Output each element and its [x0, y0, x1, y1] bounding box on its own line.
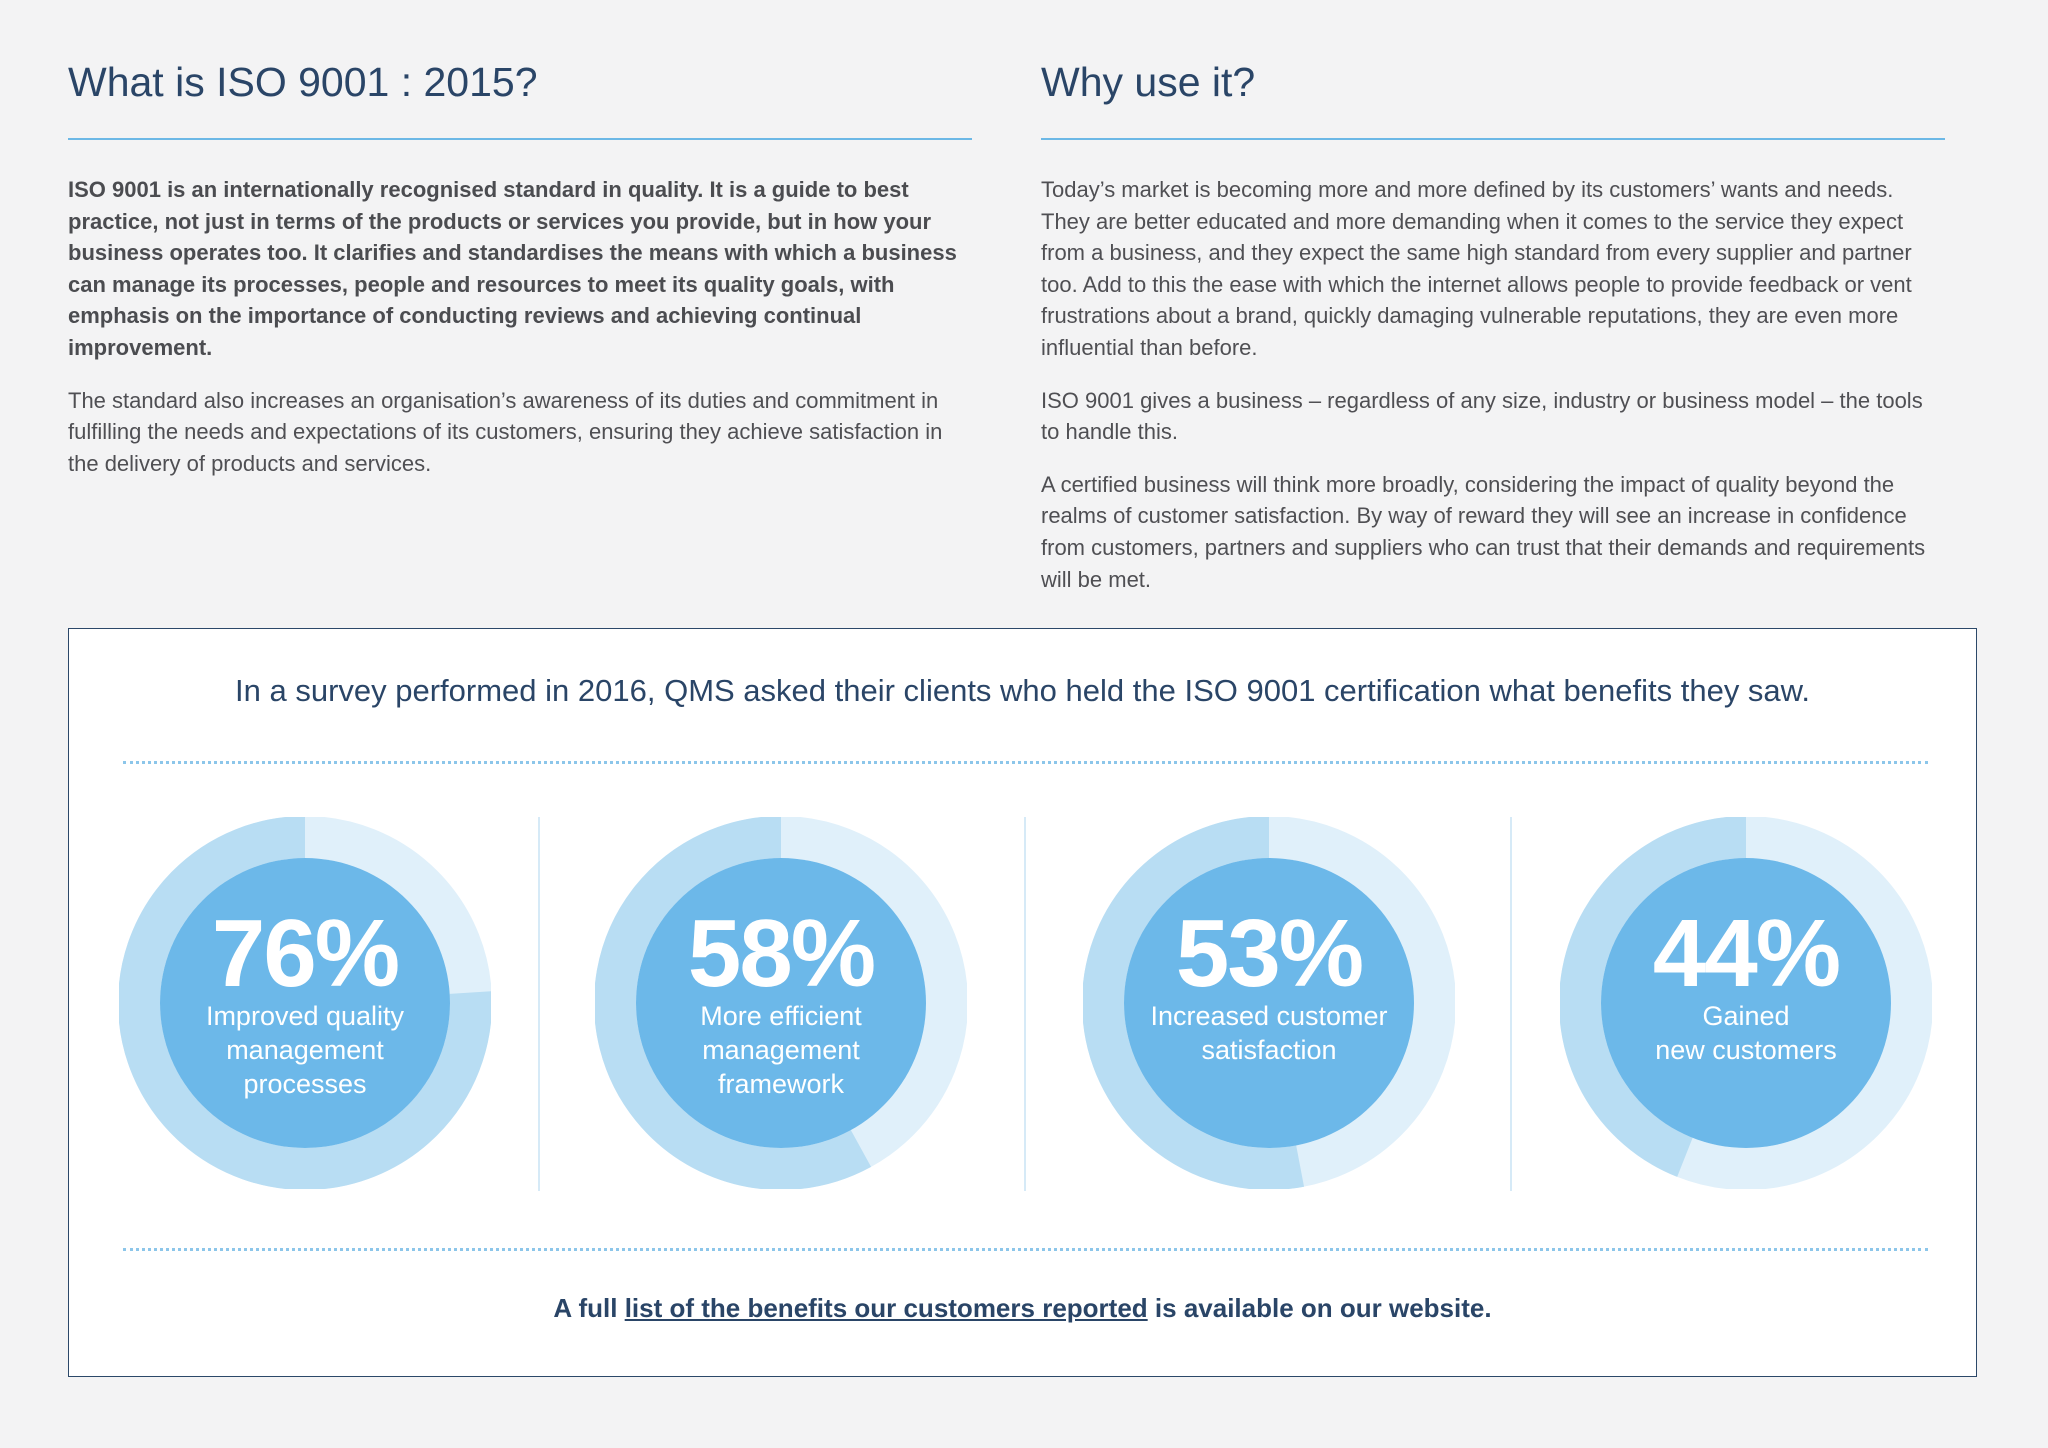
tools-paragraph: ISO 9001 gives a business – regardless o… — [1041, 387, 1923, 445]
why-use-it-heading: Why use it? — [1041, 59, 1256, 105]
donut-center — [636, 858, 926, 1148]
iso-intro-paragraph: ISO 9001 is an internationally recognise… — [68, 177, 957, 360]
stat-percent: 76% — [211, 900, 400, 1007]
stat-label: More efficient management framework — [700, 1001, 862, 1099]
what-is-iso-section: What is ISO 9001 : 2015? ISO 9001 is an … — [68, 0, 972, 479]
stat-percent: 53% — [1175, 900, 1364, 1007]
donut-chart — [595, 817, 967, 1189]
stat-label: Increased customer satisfaction — [1150, 1001, 1388, 1065]
footnote-suffix: is available on our website. — [1154, 1293, 1492, 1323]
donut-chart — [1083, 817, 1455, 1189]
stat-donut-improved-quality: 76% Improved quality management processe… — [119, 817, 491, 1189]
iso-standard-paragraph: The standard also increases an organisat… — [68, 387, 943, 476]
what-is-iso-heading: What is ISO 9001 : 2015? — [68, 59, 538, 105]
donut-center — [160, 858, 450, 1148]
donut-filled-arc — [119, 817, 491, 1189]
stat-donut-efficient-framework: 58% More efficient management framework — [595, 817, 967, 1189]
stat-percent: 44% — [1652, 900, 1841, 1007]
survey-panel: In a survey performed in 2016, QMS asked… — [68, 628, 1977, 1377]
market-paragraph: Today’s market is becoming more and more… — [1041, 177, 1912, 360]
why-use-it-section: Why use it? Today’s market is becoming m… — [1041, 0, 1945, 595]
stat-label: Improved quality management processes — [205, 1001, 405, 1099]
column-separator — [538, 817, 540, 1191]
donut-filled-arc — [595, 817, 872, 1189]
survey-footnote: A full list of the benefits our customer… — [69, 1291, 1976, 1325]
donut-center — [1124, 858, 1414, 1148]
column-separator — [1510, 817, 1512, 1191]
donut-chart — [1560, 817, 1932, 1189]
heading-divider — [1041, 138, 1945, 140]
dotted-divider-top — [123, 761, 1928, 764]
stat-donut-customer-satisfaction: 53% Increased customer satisfaction — [1083, 817, 1455, 1189]
survey-title: In a survey performed in 2016, QMS asked… — [235, 673, 1810, 708]
column-separator — [1024, 817, 1026, 1191]
donut-filled-arc — [1083, 817, 1305, 1189]
footnote-prefix: A full — [553, 1293, 618, 1323]
benefits-list-link[interactable]: list of the benefits our customers repor… — [624, 1293, 1148, 1323]
heading-divider — [68, 138, 972, 140]
certified-business-paragraph: A certified business will think more bro… — [1041, 471, 1926, 592]
dotted-divider-bottom — [123, 1248, 1928, 1251]
stat-donut-new-customers: 44% Gained new customers — [1560, 817, 1932, 1189]
donut-chart — [119, 817, 491, 1189]
stat-label: Gained new customers — [1655, 1001, 1837, 1065]
donut-filled-arc — [1560, 817, 1747, 1177]
donut-center — [1601, 858, 1891, 1148]
stat-percent: 58% — [687, 900, 876, 1007]
